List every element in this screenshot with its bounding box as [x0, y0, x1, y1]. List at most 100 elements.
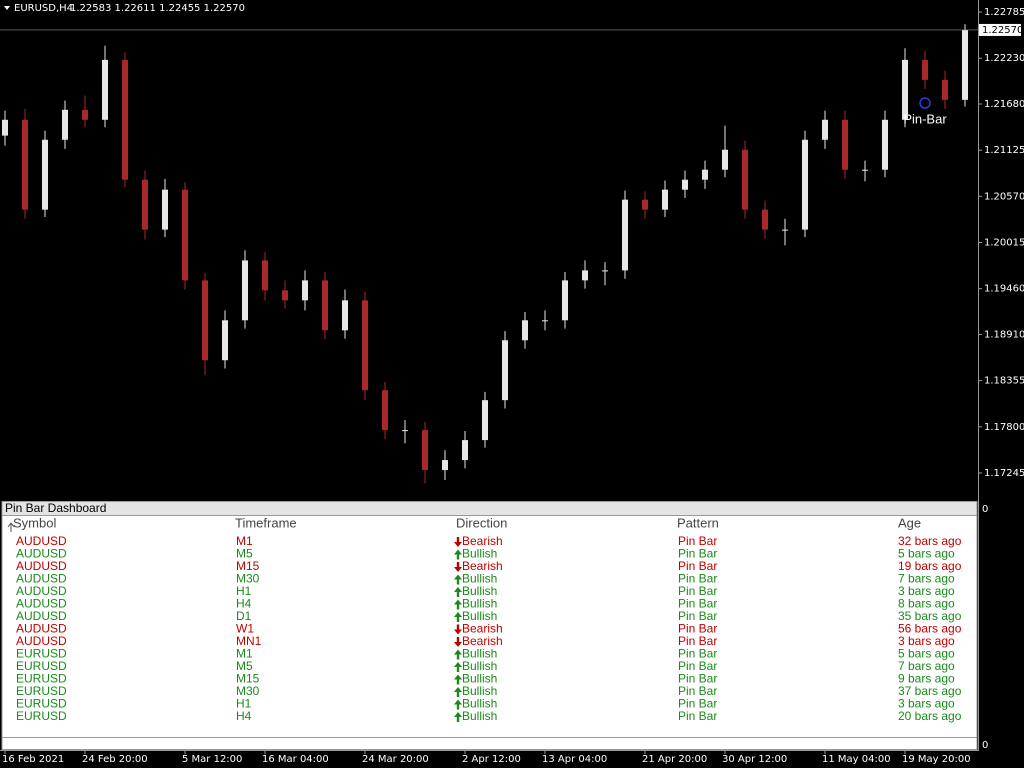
direction-arrow — [454, 574, 462, 585]
direction-arrow — [454, 624, 462, 635]
cell-age: 32 bars ago — [898, 534, 962, 548]
candle-body — [422, 430, 428, 471]
cell-direction: Bearish — [462, 534, 503, 548]
cell-age: 7 bars ago — [898, 659, 955, 673]
cell-direction: Bearish — [462, 622, 503, 636]
x-tick-label: 24 Mar 20:00 — [362, 754, 429, 765]
candle-body — [802, 139, 808, 230]
candle-body — [322, 280, 328, 331]
cell-timeframe: M1 — [236, 647, 253, 661]
candle-body — [182, 189, 188, 281]
cell-timeframe: MN1 — [236, 634, 262, 648]
y-tick-label: 1.20570 — [984, 191, 1024, 202]
column-header: Direction — [456, 515, 507, 530]
candle-body — [462, 440, 468, 461]
x-tick-label: 19 May 20:00 — [902, 754, 971, 765]
cell-direction: Bullish — [462, 572, 497, 586]
cell-timeframe: H4 — [236, 709, 252, 723]
candle-body — [82, 109, 88, 120]
candle-body — [122, 59, 128, 180]
current-price-label: 1.22570 — [982, 25, 1023, 36]
cell-timeframe: W1 — [236, 622, 254, 636]
candle-body — [22, 119, 28, 210]
direction-arrow — [454, 537, 462, 547]
direction-arrow — [454, 549, 462, 560]
candle-body — [302, 280, 308, 301]
cell-timeframe: M15 — [236, 559, 260, 573]
cell-pattern: Pin Bar — [678, 597, 717, 611]
x-tick-label: 11 May 04:00 — [822, 754, 891, 765]
column-header: Age — [898, 515, 921, 530]
current-price-box — [979, 23, 1021, 36]
cell-direction: Bullish — [462, 672, 497, 686]
candle-body — [382, 390, 388, 431]
cell-age: 9 bars ago — [898, 672, 955, 686]
cell-timeframe: H1 — [236, 697, 252, 711]
candle-body — [882, 119, 888, 170]
cell-pattern: Pin Bar — [678, 697, 717, 711]
cell-symbol: AUDUSD — [16, 559, 67, 573]
x-tick-label: 16 Feb 2021 — [2, 754, 64, 765]
x-tick-label: 5 Mar 12:00 — [182, 754, 242, 765]
cell-symbol: AUDUSD — [16, 597, 67, 611]
cell-direction: Bullish — [462, 609, 497, 623]
direction-arrow — [454, 637, 462, 647]
symbol-label: EURUSD,H4 — [14, 3, 73, 14]
cell-symbol: AUDUSD — [16, 534, 67, 548]
direction-arrow — [454, 612, 462, 622]
y-tick-label: 1.17245 — [984, 468, 1024, 479]
cell-direction: Bearish — [462, 559, 503, 573]
y-tick-label: 1.19460 — [984, 284, 1024, 295]
direction-arrow — [454, 674, 462, 685]
cell-age: 56 bars ago — [898, 622, 962, 636]
sort-icon[interactable] — [7, 522, 15, 532]
cell-symbol: AUDUSD — [16, 584, 67, 598]
pin-bar-marker — [919, 97, 931, 109]
cell-symbol: EURUSD — [16, 709, 67, 723]
cell-direction: Bearish — [462, 634, 503, 648]
candle-body — [642, 199, 648, 210]
cell-age: 3 bars ago — [898, 634, 955, 648]
direction-arrow — [454, 687, 462, 697]
cell-pattern: Pin Bar — [678, 547, 717, 561]
candle-body — [542, 320, 548, 322]
y-tick-label: 1.22230 — [984, 53, 1024, 64]
direction-arrow — [454, 712, 462, 722]
cell-timeframe: H1 — [236, 584, 252, 598]
cell-symbol: AUDUSD — [16, 634, 67, 648]
cell-pattern: Pin Bar — [678, 672, 717, 686]
cell-timeframe: M30 — [236, 572, 260, 586]
cell-direction: Bullish — [462, 597, 497, 611]
cell-pattern: Pin Bar — [678, 534, 717, 548]
candle-body — [862, 169, 868, 171]
x-tick-label: 16 Mar 04:00 — [262, 754, 329, 765]
subwindow-scale-label: 0 — [982, 740, 988, 751]
subwindow-scale-label: 0 — [982, 504, 988, 515]
y-tick-label: 1.22785 — [984, 7, 1024, 18]
cell-direction: Bullish — [462, 584, 497, 598]
candle-body — [62, 109, 68, 140]
cell-age: 8 bars ago — [898, 597, 955, 611]
cell-pattern: Pin Bar — [678, 684, 717, 698]
cell-age: 5 bars ago — [898, 547, 955, 561]
candle-body — [282, 290, 288, 301]
cell-symbol: EURUSD — [16, 672, 67, 686]
cell-age: 3 bars ago — [898, 697, 955, 711]
menu-triangle[interactable] — [4, 6, 10, 10]
cell-direction: Bullish — [462, 647, 497, 661]
cell-age: 35 bars ago — [898, 609, 962, 623]
column-header: Symbol — [13, 515, 56, 530]
candle-body — [102, 59, 108, 120]
candle-body — [582, 270, 588, 281]
cell-age: 37 bars ago — [898, 684, 962, 698]
direction-arrow — [454, 699, 462, 710]
cell-timeframe: M5 — [236, 659, 253, 673]
candle-body — [762, 209, 768, 230]
y-tick-label: 1.21125 — [984, 145, 1024, 156]
candle-body — [242, 260, 248, 321]
candle-body — [682, 179, 688, 190]
x-tick-label: 30 Apr 12:00 — [722, 754, 787, 765]
cell-age: 19 bars ago — [898, 559, 962, 573]
cell-age: 20 bars ago — [898, 709, 962, 723]
